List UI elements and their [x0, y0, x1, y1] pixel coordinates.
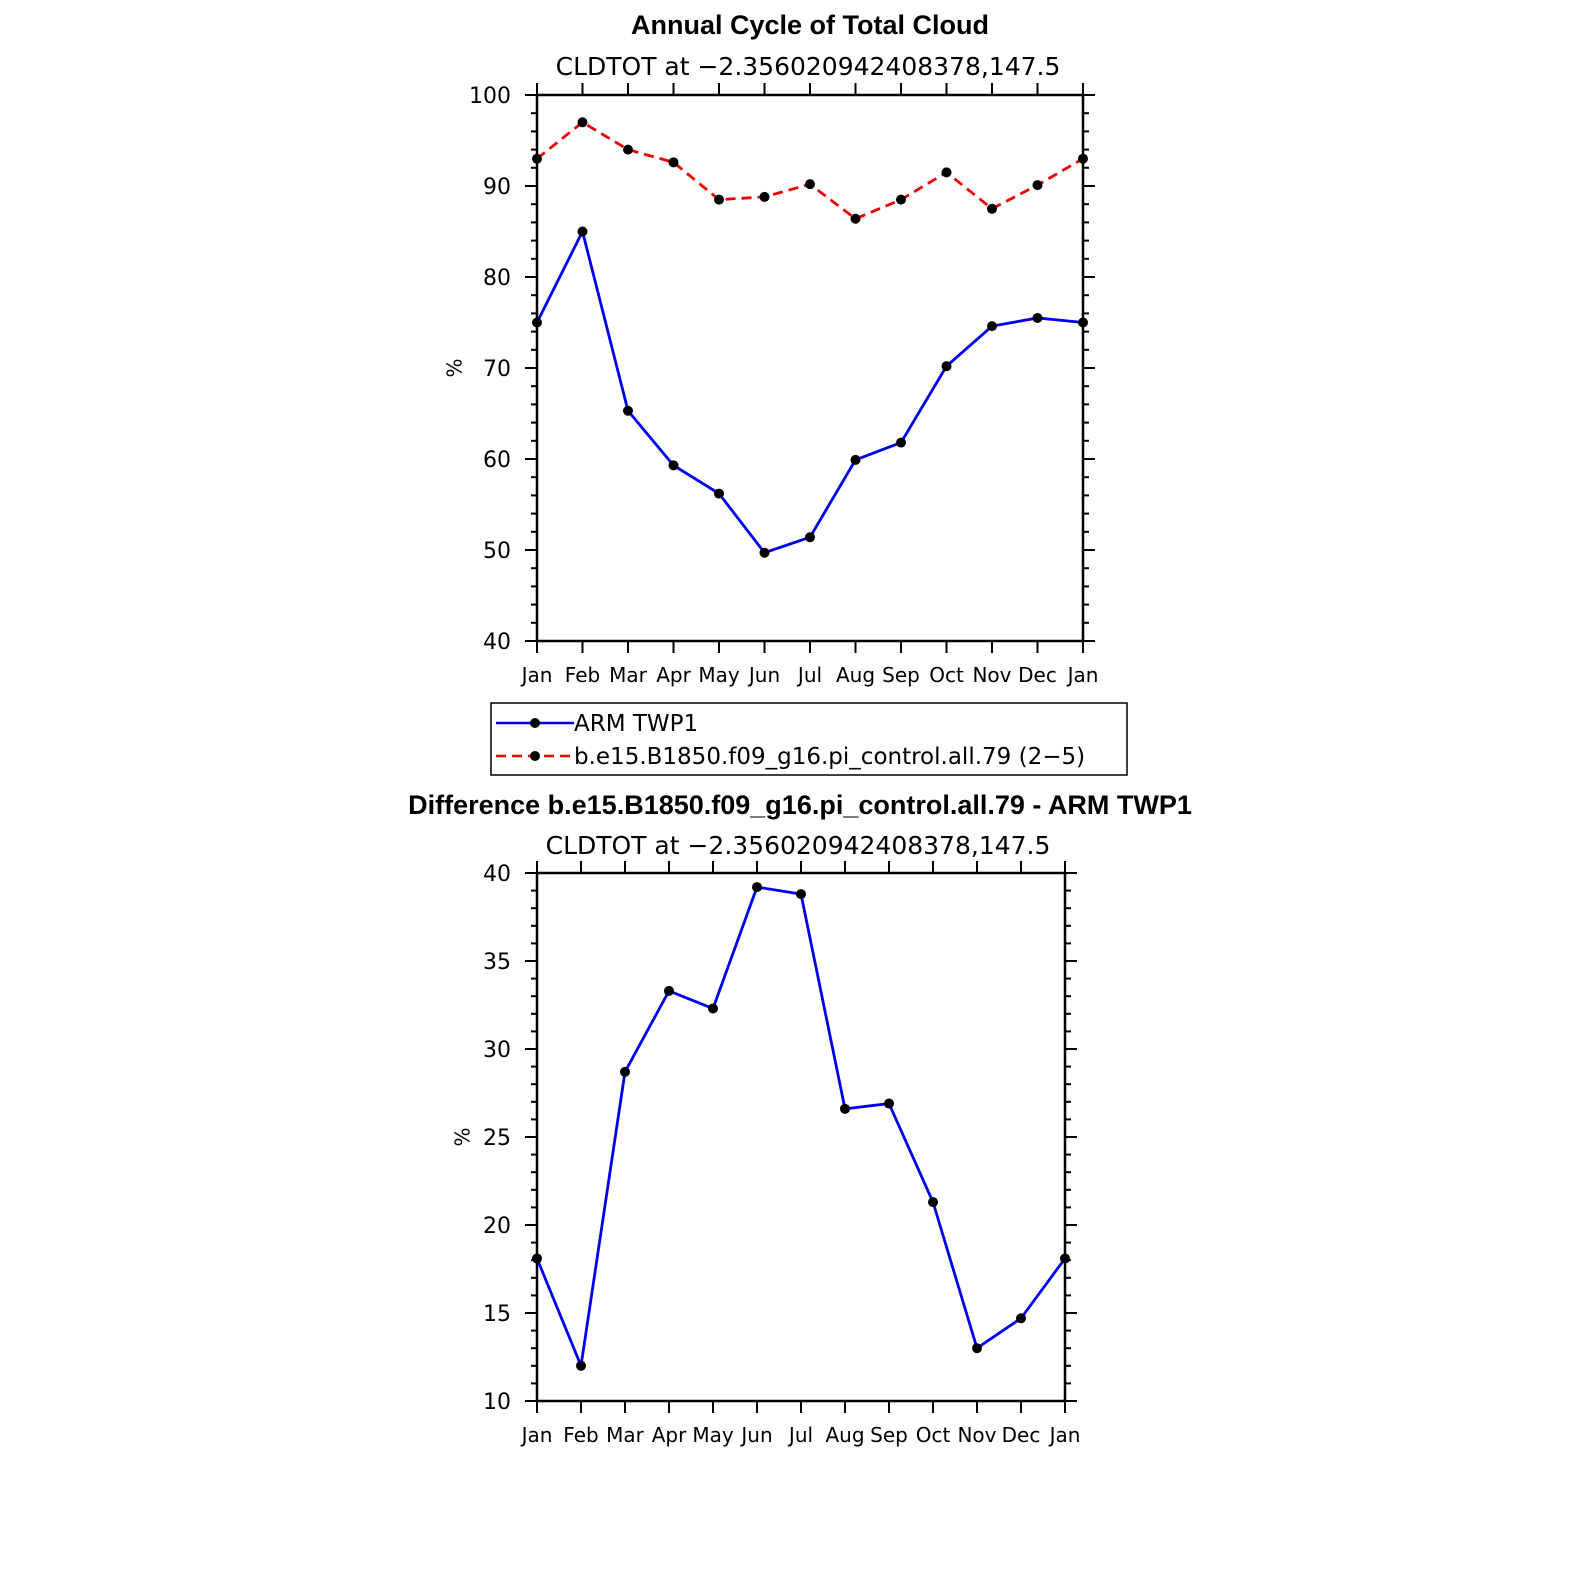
chart-1-xtick-label: Oct: [929, 663, 964, 687]
chart-1-series-1-point: [1078, 317, 1088, 328]
chart-1-xtick-label: May: [698, 663, 740, 687]
chart-1-series-2-point: [577, 117, 588, 128]
chart-1-legend: ARM TWP1 b.e15.B1850.f09_g16.pi_control.…: [490, 702, 1128, 776]
chart-1-xtick-label: Apr: [656, 663, 691, 687]
chart-1-series-1-point: [1032, 312, 1043, 323]
chart-1-xtick-label: Mar: [609, 663, 648, 687]
chart-1-series-1-point: [987, 321, 997, 332]
chart-1-ytick-label: 70: [483, 357, 511, 382]
legend-marker-series-2: [530, 751, 540, 761]
chart-1-series-2-point: [1032, 180, 1043, 191]
chart-2-ytick-label: 15: [483, 1302, 511, 1327]
chart-1-subtitle: CLDTOT at −2.356020942408378,147.5: [556, 52, 1061, 81]
chart-2-subtitle: CLDTOT at −2.356020942408378,147.5: [546, 831, 1051, 860]
chart-1-series-2-point: [896, 194, 906, 205]
chart-2-ytick-label: 30: [483, 1038, 511, 1063]
chart-2-xtick-label: Aug: [825, 1423, 864, 1447]
chart-2-ylabel: %: [451, 1127, 475, 1146]
chart-1-title: Annual Cycle of Total Cloud: [631, 10, 989, 40]
chart-2-xtick-label: Oct: [916, 1423, 951, 1447]
chart-1-series-2-point: [941, 167, 952, 178]
chart-1-frame: [535, 93, 1085, 643]
chart-2-series-1-point: [840, 1103, 850, 1114]
chart-1-series-2-point: [1078, 153, 1088, 164]
chart-1-xtick-label: Jun: [747, 663, 780, 687]
chart-2-ytick-label: 35: [483, 950, 511, 975]
chart-1-series-2-point: [532, 153, 542, 164]
chart-1-series-2-point: [668, 157, 679, 168]
chart-2-series-1-point: [972, 1343, 982, 1354]
chart-2-ytick-label: 20: [483, 1214, 511, 1239]
chart-2-ytick-label: 40: [483, 862, 511, 887]
chart-2-xtick-label: Dec: [1002, 1423, 1041, 1447]
chart-2-series-1-point: [752, 882, 762, 893]
chart-1-series-2-point: [987, 203, 997, 214]
chart-2-series-1-point: [928, 1197, 938, 1208]
chart-2-series-1-line: [535, 885, 1067, 1372]
chart-1-series-2-line: [536, 120, 1084, 221]
chart-1-series-2-point: [805, 179, 815, 190]
chart-2-xtick-label: Jan: [1048, 1423, 1081, 1447]
chart-1-xtick-label: Jul: [796, 663, 822, 687]
chart-1-series-2-point: [714, 194, 724, 205]
chart-2-xtick-label: Sep: [870, 1423, 908, 1447]
chart-1-ylabel: %: [443, 358, 467, 377]
chart-2-series-1-point: [532, 1253, 542, 1264]
legend-label-series-2: b.e15.B1850.f09_g16.pi_control.all.79 (2…: [574, 744, 1085, 770]
chart-1-series-1-line: [535, 227, 1084, 555]
chart-1-series-1-point: [668, 460, 679, 471]
chart-2-xtick-label: Apr: [652, 1423, 687, 1447]
legend-marker-series-1: [530, 718, 540, 728]
chart-2-ytick-label: 10: [483, 1390, 511, 1415]
chart-1-series-1-point: [896, 437, 906, 448]
chart-2-series-1-point: [796, 889, 806, 900]
chart-1-series-2-point: [759, 191, 770, 202]
chart-1-series-2-point: [623, 144, 633, 155]
chart-2-xtick-label: Jun: [739, 1423, 772, 1447]
chart-2-title: Difference b.e15.B1850.f09_g16.pi_contro…: [408, 790, 1192, 820]
chart-1-series-1-point: [759, 547, 770, 558]
chart-1-xtick-label: Jan: [520, 663, 553, 687]
chart-2-series-1-point: [1016, 1313, 1026, 1324]
chart-1-plot: 40 50 60 70 80 90 100 Jan Feb Mar Apr May Jun Jul Aug S…: [469, 83, 1098, 687]
chart-1-ytick-label: 60: [483, 448, 511, 473]
chart-2-series-1-point: [620, 1066, 630, 1077]
chart-1-series-1-point: [805, 532, 815, 543]
chart-1-ytick-label: 50: [483, 539, 511, 564]
chart-1-xtick-label: Dec: [1018, 663, 1057, 687]
chart-1-series-1-point: [941, 361, 952, 372]
chart-1-series-1-point: [532, 317, 542, 328]
chart-2-xtick-label: Jul: [787, 1423, 813, 1447]
chart-1-xtick-label: Aug: [836, 663, 875, 687]
chart-2-xtick-label: Mar: [606, 1423, 645, 1447]
chart-1-ytick-label: 100: [469, 84, 511, 109]
chart-2-series-1-point: [708, 1003, 718, 1014]
chart-1-xtick-label: Feb: [565, 663, 600, 687]
chart-2-series-1-point: [884, 1098, 894, 1109]
chart-2-series-1-point: [576, 1360, 586, 1371]
chart-1-series-1-point: [623, 405, 633, 416]
legend-label-series-1: ARM TWP1: [574, 711, 698, 737]
chart-2-xtick-label: Jan: [520, 1423, 553, 1447]
chart-1-series-2-point: [850, 213, 861, 224]
chart-2-xtick-label: May: [692, 1423, 734, 1447]
chart-1-xtick-label: Jan: [1066, 663, 1099, 687]
chart-2-xtick-label: Feb: [563, 1423, 598, 1447]
chart-1-xtick-label: Nov: [972, 663, 1011, 687]
chart-2-plot: 10 15 20 25 30 35 40 Jan Feb Mar Apr May Jun Jul Aug Se…: [483, 861, 1080, 1447]
chart-1-series-1-point: [714, 488, 724, 499]
chart-1-xtick-label: Sep: [882, 663, 920, 687]
chart-2-xtick-label: Nov: [957, 1423, 996, 1447]
chart-1-ytick-label: 40: [483, 630, 511, 655]
chart-2-ytick-label: 25: [483, 1126, 511, 1151]
chart-1-ytick-label: 80: [483, 266, 511, 291]
chart-2-series-1-point: [1060, 1253, 1070, 1264]
chart-1-series-1-point: [577, 226, 588, 237]
chart-2-series-1-point: [664, 985, 674, 996]
legend-box: [490, 702, 1128, 776]
chart-1-ytick-label: 90: [483, 175, 511, 200]
chart-1-series-1-point: [850, 454, 861, 465]
